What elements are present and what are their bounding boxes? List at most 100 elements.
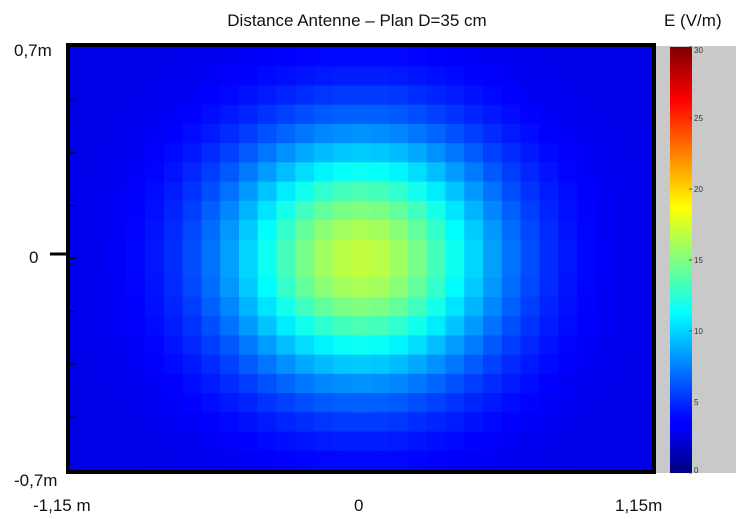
heatmap-cell bbox=[238, 123, 259, 144]
heatmap-cell bbox=[633, 296, 653, 317]
heatmap-cell bbox=[238, 47, 259, 67]
heatmap-cell bbox=[464, 335, 484, 356]
heatmap-cell bbox=[126, 354, 146, 375]
heatmap-cell bbox=[201, 200, 221, 221]
heatmap-cell bbox=[426, 200, 447, 221]
heatmap-cell bbox=[88, 412, 109, 433]
heatmap-cell bbox=[145, 200, 165, 221]
heatmap-cell bbox=[257, 181, 278, 202]
heatmap-cell bbox=[70, 335, 90, 356]
heatmap-cell bbox=[351, 431, 371, 452]
heatmap-cell bbox=[614, 200, 634, 221]
heatmap-cell bbox=[88, 85, 109, 106]
heatmap-cell bbox=[107, 316, 127, 337]
heatmap-cell bbox=[314, 104, 334, 125]
heatmap-cell bbox=[88, 335, 109, 356]
heatmap-cell bbox=[633, 354, 653, 375]
heatmap-cell bbox=[257, 450, 278, 471]
heatmap-cell bbox=[633, 239, 653, 260]
heatmap-cell bbox=[238, 450, 259, 471]
heatmap-cell bbox=[220, 143, 240, 163]
heatmap-cell bbox=[614, 143, 634, 163]
heatmap-cell bbox=[483, 220, 503, 240]
heatmap-cell bbox=[389, 85, 409, 106]
heatmap-cell bbox=[576, 239, 597, 260]
heatmap-cell bbox=[539, 450, 559, 471]
heatmap-cell bbox=[389, 143, 409, 163]
heatmap-cell bbox=[295, 335, 315, 356]
heatmap-cell bbox=[332, 354, 353, 375]
heatmap-cell bbox=[201, 373, 221, 394]
colorbar-tick-label: 15 bbox=[694, 256, 703, 265]
heatmap-cell bbox=[163, 373, 184, 394]
heatmap-cell bbox=[182, 66, 203, 87]
heatmap-cell bbox=[220, 258, 240, 279]
heatmap-cell bbox=[126, 181, 146, 202]
heatmap-cell bbox=[614, 393, 634, 413]
heatmap-cell bbox=[276, 335, 296, 356]
heatmap-cell bbox=[314, 354, 334, 375]
heatmap-cell bbox=[182, 296, 203, 317]
heatmap-cell bbox=[238, 373, 259, 394]
heatmap-cell bbox=[464, 450, 484, 471]
y-tick-label-top: 0,7m bbox=[14, 41, 52, 60]
heatmap-cell bbox=[145, 220, 165, 240]
heatmap-cell bbox=[633, 181, 653, 202]
heatmap-cell bbox=[201, 412, 221, 433]
heatmap-cell bbox=[145, 85, 165, 106]
heatmap-cell bbox=[539, 47, 559, 67]
heatmap-cell bbox=[163, 258, 184, 279]
heatmap-cell bbox=[633, 277, 653, 298]
heatmap-cell bbox=[351, 123, 371, 144]
heatmap-cell bbox=[595, 239, 616, 260]
heatmap-cell bbox=[182, 277, 203, 298]
heatmap-cell bbox=[238, 143, 259, 163]
heatmap-cell bbox=[238, 335, 259, 356]
heatmap-cell bbox=[70, 200, 90, 221]
heatmap-cell bbox=[407, 200, 428, 221]
heatmap-cell bbox=[126, 450, 146, 471]
heatmap-cell bbox=[614, 335, 634, 356]
heatmap-cell bbox=[370, 181, 390, 202]
heatmap-cell bbox=[445, 239, 465, 260]
heatmap-cell bbox=[464, 412, 484, 433]
heatmap-cell bbox=[70, 277, 90, 298]
heatmap-cell bbox=[595, 258, 616, 279]
heatmap-cell bbox=[501, 450, 522, 471]
heatmap-cell bbox=[314, 335, 334, 356]
heatmap-cell bbox=[633, 143, 653, 163]
heatmap-cell bbox=[295, 258, 315, 279]
heatmap-cell bbox=[520, 239, 540, 260]
heatmap-cell bbox=[163, 431, 184, 452]
heatmap-cell bbox=[182, 200, 203, 221]
heatmap-cell bbox=[370, 354, 390, 375]
heatmap-cell bbox=[539, 85, 559, 106]
heatmap-cell bbox=[370, 277, 390, 298]
heatmap-cell bbox=[576, 393, 597, 413]
heatmap-cell bbox=[276, 143, 296, 163]
heatmap-cell bbox=[70, 373, 90, 394]
heatmap-cell bbox=[595, 143, 616, 163]
heatmap-cell bbox=[126, 162, 146, 183]
heatmap-cell bbox=[633, 431, 653, 452]
heatmap-cell bbox=[539, 162, 559, 183]
heatmap-cell bbox=[407, 239, 428, 260]
heatmap-cell bbox=[314, 393, 334, 413]
heatmap-cell bbox=[464, 123, 484, 144]
heatmap-cell bbox=[182, 239, 203, 260]
heatmap-cell bbox=[445, 85, 465, 106]
heatmap-cell bbox=[126, 66, 146, 87]
heatmap-cell bbox=[163, 47, 184, 67]
heatmap-cell bbox=[314, 220, 334, 240]
heatmap-cell bbox=[276, 316, 296, 337]
heatmap-cell bbox=[445, 354, 465, 375]
heatmap-cell bbox=[445, 104, 465, 125]
heatmap-cell bbox=[464, 66, 484, 87]
heatmap-cell bbox=[483, 393, 503, 413]
heatmap-cell bbox=[276, 258, 296, 279]
heatmap-cell bbox=[389, 66, 409, 87]
heatmap-cell bbox=[314, 450, 334, 471]
heatmap-cell bbox=[483, 354, 503, 375]
heatmap-cell bbox=[407, 450, 428, 471]
heatmap-cell bbox=[389, 335, 409, 356]
